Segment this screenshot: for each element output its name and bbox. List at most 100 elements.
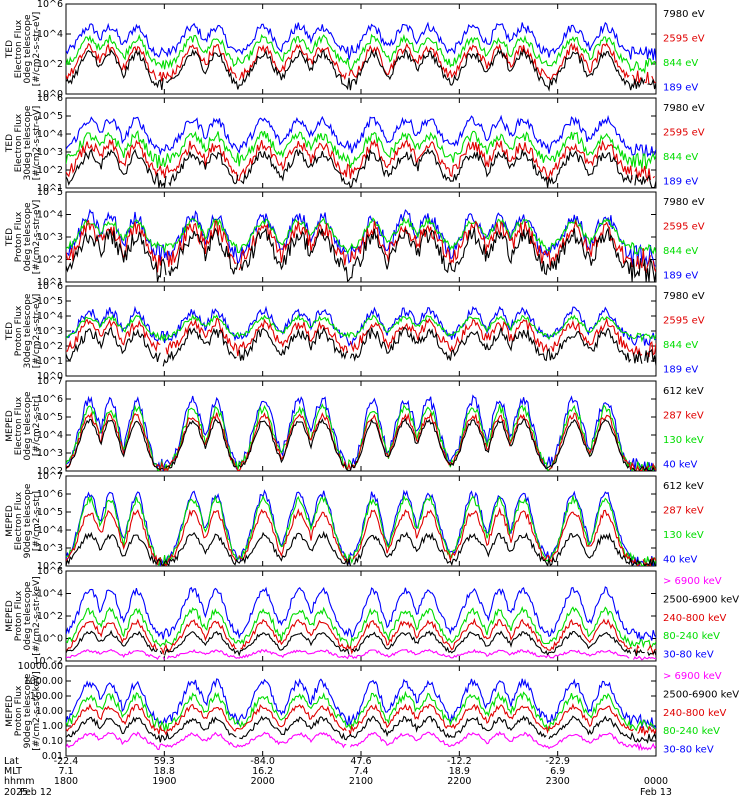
series-blue: [66, 114, 656, 158]
y-tick-label: 10000.00: [18, 661, 63, 672]
y-axis-label-line: [#/cm2-s-str]: [32, 491, 42, 551]
series-black: [66, 629, 656, 657]
legend-entry: 2500-6900 keV: [663, 689, 739, 700]
y-axis-label-line: TED: [5, 40, 15, 59]
x-tick-lat: -84.0: [250, 756, 275, 767]
legend-entry: 844 eV: [663, 246, 698, 257]
y-axis-label-line: 30deg telescope: [23, 293, 33, 368]
series-black: [66, 530, 656, 566]
legend-entry: 844 eV: [663, 152, 698, 163]
y-tick-label: 10^4: [37, 210, 63, 221]
y-axis-label-line: Proton Flux: [14, 211, 24, 262]
series-black: [66, 326, 656, 367]
y-axis-label-line: Electron Flux: [14, 19, 24, 78]
panel-5: 10^2 10^3 10^4 10^5 10^6 10^7 MEPED Electron Fl…: [5, 376, 704, 477]
series-red: [66, 317, 656, 358]
series-red: [66, 702, 656, 737]
legend-entry: 2595 eV: [663, 316, 705, 327]
x-tick-hhmm: 2000: [251, 776, 275, 787]
panel-7: 10^-2 10^0 10^2 10^4 10^6 MEPED Proton Flux 0de…: [5, 566, 739, 667]
y-axis-label-line: TED: [5, 322, 15, 341]
y-tick-label: 1.00: [42, 721, 63, 732]
y-tick-label: 1000.00: [24, 676, 63, 687]
y-tick-label: 10^6: [37, 566, 63, 577]
legend-entry: 7980 eV: [663, 197, 705, 208]
legend-entry: 30-80 keV: [663, 650, 714, 661]
series-blue: [66, 21, 656, 61]
y-tick-label: 10^2: [37, 341, 63, 352]
y-axis-label-line: [#/cm2-s-str-eV]: [32, 12, 42, 87]
y-axis-label-line: 0deg telescope: [23, 202, 33, 272]
y-axis-label-line: MEPED: [5, 695, 15, 727]
legend-entry: 80-240 keV: [663, 726, 720, 737]
y-tick-label: 10^5: [37, 296, 63, 307]
x-tick-lat: -22.4: [54, 756, 79, 767]
series-magenta: [66, 648, 656, 661]
y-tick-label: 0.10: [42, 736, 63, 747]
x-tick-lat: -22.9: [545, 756, 570, 767]
y-tick-label: 10^3: [37, 232, 63, 243]
y-axis-label-line: [#/cm2-s-str-eV]: [32, 106, 42, 181]
y-tick-label: 10^5: [37, 187, 63, 198]
y-tick-label: 10^7: [37, 376, 63, 387]
series-black: [66, 147, 656, 188]
y-axis-label-line: 30deg telescope: [23, 105, 33, 180]
legend-entry: 7980 eV: [663, 9, 705, 20]
panel-4: 10^0 10^1 10^2 10^3 10^4 10^5 10^6 TED Proton Fl…: [5, 281, 705, 382]
series-green: [66, 313, 656, 343]
series-black: [66, 47, 656, 92]
y-tick-label: 10^1: [37, 277, 63, 288]
x-tick-lat: 47.6: [350, 756, 371, 767]
y-tick-label: 10^6: [37, 0, 63, 10]
y-axis-label-line: MEPED: [5, 600, 15, 632]
y-axis-label-line: [#/cm2-s-str]: [32, 396, 42, 456]
series-green: [66, 129, 656, 170]
series-red: [66, 42, 656, 85]
series-black: [66, 417, 656, 471]
y-tick-label: 10^4: [37, 311, 63, 322]
x-tick-lat: 59.3: [154, 756, 175, 767]
y-axis-label-line: TED: [5, 134, 15, 153]
y-tick-label: 10^3: [37, 543, 63, 554]
legend-entry: > 6900 keV: [663, 576, 722, 587]
x-tick-mlt: 18.9: [449, 766, 470, 777]
y-axis-label-line: Electron Flux: [14, 113, 24, 172]
legend-entry: 189 eV: [663, 177, 698, 188]
panel-3: 10^1 10^2 10^3 10^4 10^5 TED Proton Flux 0deg t…: [5, 187, 705, 288]
series-green: [66, 606, 656, 650]
y-tick-label: 10^0: [37, 89, 63, 100]
legend-entry: 844 eV: [663, 58, 698, 69]
y-tick-label: 10^4: [37, 129, 63, 140]
legend-entry: 7980 eV: [663, 291, 705, 302]
series-black: [66, 715, 656, 744]
legend-entry: 40 keV: [663, 555, 697, 566]
y-tick-label: 10^4: [37, 589, 63, 600]
y-tick-label: 10^1: [37, 183, 63, 194]
x-tick-mlt: 16.2: [252, 766, 273, 777]
y-tick-label: 10^3: [37, 326, 63, 337]
y-axis-label-line: Proton Flux: [14, 590, 24, 641]
x-axis-row-label: 2025: [4, 787, 28, 798]
y-tick-label: 10^3: [37, 147, 63, 158]
legend-entry: 240-800 keV: [663, 613, 727, 624]
x-tick-mlt: 6.9: [550, 766, 565, 777]
legend-entry: 612 keV: [663, 386, 704, 397]
y-tick-label: 10^3: [37, 448, 63, 459]
y-tick-label: 10.00: [36, 706, 63, 717]
y-axis-label-line: Electron Flux: [14, 396, 24, 455]
x-tick-hhmm: 2200: [447, 776, 471, 787]
y-tick-label: 10^2: [37, 59, 63, 70]
x-tick-hhmm: 2300: [546, 776, 570, 787]
y-axis-label-line: MEPED: [5, 410, 15, 442]
legend-entry: 287 keV: [663, 506, 704, 517]
y-tick-label: 10^2: [37, 466, 63, 477]
x-axis-row-label: MLT: [4, 766, 22, 777]
y-tick-label: 10^5: [37, 412, 63, 423]
y-tick-label: 10^6: [37, 93, 63, 104]
y-axis-label-line: TED: [5, 228, 15, 247]
y-tick-label: 10^2: [37, 165, 63, 176]
y-axis-label-line: [#/cm2-s-str-eV]: [32, 200, 42, 275]
y-axis-label-line: 90deg telescope: [23, 673, 33, 748]
y-tick-label: 10^2: [37, 255, 63, 266]
